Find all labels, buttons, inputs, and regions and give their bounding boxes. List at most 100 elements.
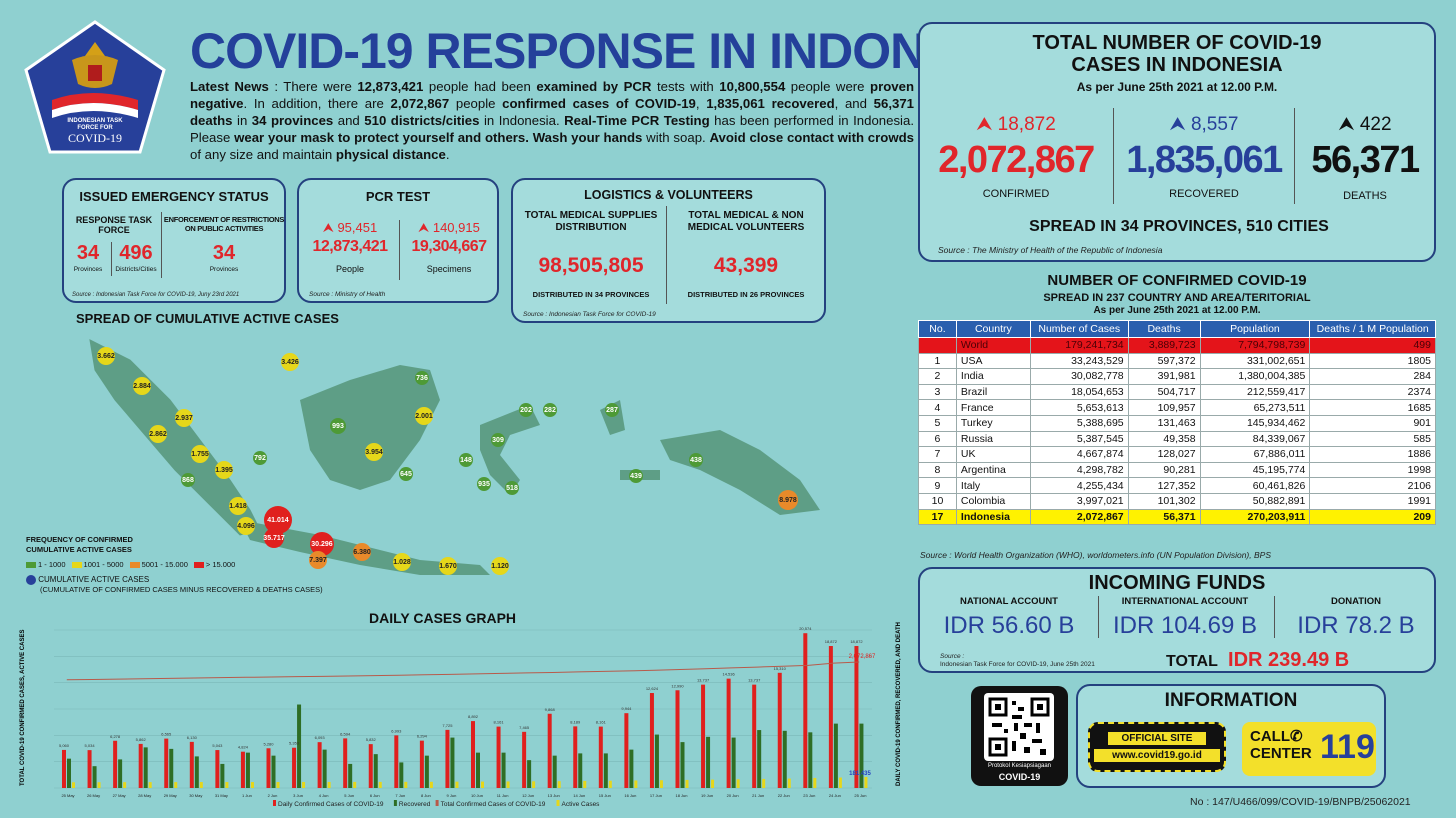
international-value: IDR 104.69 B: [1112, 612, 1258, 639]
x-tick-label: 14 Jun: [573, 793, 585, 798]
legend-swatch-icon: [129, 562, 140, 569]
map-case-marker: 8.978: [778, 490, 798, 510]
table-row: 17 Indonesia 2,072,867 56,371 270,203,911 209: [918, 508, 1436, 526]
confirmed-bar: [292, 747, 297, 788]
active-bar: [787, 778, 791, 788]
official-site-button[interactable]: OFFICIAL SITE www.covid19.go.id: [1088, 722, 1226, 772]
table-cell: Argentina: [955, 461, 1031, 479]
table-cell: 4,667,874: [1029, 446, 1129, 463]
table-cell: USA: [955, 352, 1031, 370]
volunteers-distribution: DISTRIBUTED IN 26 PROVINCES: [687, 290, 805, 299]
recovered-bar: [373, 754, 378, 788]
active-bar: [404, 781, 408, 788]
table-cell: 1: [918, 352, 957, 370]
confirmed-bar: [87, 750, 92, 788]
divider: [161, 212, 162, 278]
table-cell: 30,082,778: [1029, 368, 1129, 385]
map-case-marker: 1.670: [439, 557, 457, 575]
indonesia-map: 3.662 2.884 2.937 2.862 1.755 792 868 1.395 1.41…: [60, 330, 840, 580]
table-row: 5 Turkey 5,388,695 131,463 145,934,462 901: [918, 414, 1436, 432]
table-cell: 2106: [1309, 477, 1436, 494]
call-center-button[interactable]: CALL✆ CENTER 119: [1242, 722, 1376, 776]
table-row: 7 UK 4,667,874 128,027 67,886,011 1886: [918, 446, 1436, 463]
active-bar: [685, 779, 689, 788]
recovered-bar: [169, 748, 174, 788]
information-title: INFORMATION: [1164, 690, 1298, 711]
confirmed-bar: [726, 678, 731, 788]
table-cell: 5,387,545: [1029, 430, 1129, 448]
bar-data-label: 15,310: [774, 666, 787, 671]
latest-news: Latest News : There were 12,873,421 peop…: [190, 79, 914, 162]
table-cell: 127,352: [1127, 477, 1201, 494]
bar-data-label: 6,993: [391, 728, 402, 733]
recovered-bar: [67, 758, 71, 788]
recovered-bar: [527, 760, 532, 788]
bar-data-label: 6,093: [315, 735, 326, 740]
bar-data-label: 18,872: [825, 639, 838, 644]
table-cell: [918, 337, 957, 354]
table-cell: UK: [955, 446, 1031, 463]
active-bar: [148, 782, 152, 788]
bar-data-label: 9,868: [545, 707, 556, 712]
total-funds: TOTAL IDR 239.49 B: [1166, 649, 1350, 671]
confirmed-bar: [828, 646, 833, 788]
table-cell: 101,302: [1127, 492, 1201, 510]
recovered-bar: [833, 723, 838, 788]
x-tick-label: 28 May: [138, 793, 151, 798]
map-case-marker: 3.662: [97, 347, 115, 365]
active-bar: [813, 777, 817, 788]
table-cell: India: [955, 368, 1031, 385]
recovered-bar: [194, 756, 199, 788]
legend-item: > 15.000: [193, 560, 235, 569]
table-cell: 504,717: [1127, 383, 1201, 401]
x-tick-label: 17 Jun: [650, 793, 662, 798]
active-bar: [711, 779, 715, 788]
x-tick-label: 27 May: [113, 793, 126, 798]
confirmed-bar: [803, 633, 808, 788]
map-case-marker: 868: [181, 473, 195, 487]
funds-source: Source : Indonesian Task Force for COVID…: [940, 653, 1095, 668]
map-case-marker: 1.418: [229, 497, 247, 515]
map-case-marker: 935: [477, 477, 491, 491]
pcr-test-panel: PCR TEST ⮝ 95,451 12,873,421 People ⮝ 14…: [297, 178, 499, 303]
table-cell: 90,281: [1127, 461, 1201, 479]
table-cell: 4: [918, 399, 957, 416]
x-tick-label: 18 Jun: [675, 793, 687, 798]
bar-data-label: 6,594: [340, 731, 351, 736]
legend-item: 5001 - 15.000: [129, 560, 188, 569]
x-tick-label: 13 Jun: [548, 793, 560, 798]
x-tick-label: 30 May: [189, 793, 202, 798]
qr-label-2: COVID-19: [998, 772, 1041, 782]
table-cell: 499: [1309, 337, 1436, 354]
deaths-label: DEATHS: [1343, 190, 1387, 202]
table-cell: 7,794,798,739: [1199, 337, 1311, 354]
site-url-link[interactable]: www.covid19.go.id: [1094, 749, 1220, 762]
x-tick-label: 19 Jun: [701, 793, 713, 798]
bar-data-label: 7,465: [519, 725, 530, 730]
x-tick-label: 15 Jun: [599, 793, 611, 798]
table-row: 9 Italy 4,255,434 127,352 60,461,826 2106: [918, 477, 1436, 494]
recovered-increase: ⮝ 8,557: [1169, 114, 1239, 135]
legend-swatch-icon: [26, 562, 36, 569]
supplies-value: 98,505,805: [538, 254, 644, 277]
blue-dot-icon: [26, 575, 36, 585]
pcr-specimens-value: 19,304,667: [411, 238, 487, 255]
table-cell: 2,072,867: [1029, 508, 1129, 526]
table-cell: 145,934,462: [1199, 414, 1311, 432]
chart-legend-label: Daily Confirmed Cases of COVID-19: [278, 801, 384, 808]
map-title: SPREAD OF CUMULATIVE ACTIVE CASES: [76, 311, 339, 326]
recovered-bar: [629, 749, 634, 788]
legend-item: 1001 - 5000: [71, 560, 124, 569]
x-tick-label: 11 Jun: [497, 793, 509, 798]
x-tick-label: 31 May: [215, 793, 228, 798]
logo-text: INDONESIAN TASK FORCE FOR COVID-19: [67, 118, 123, 145]
qr-panel[interactable]: Protokol Kesiapsiagaan COVID-19: [971, 686, 1068, 786]
map-case-marker: 2.884: [133, 377, 151, 395]
active-total-label: 181,435: [849, 771, 871, 777]
confirmed-bar: [522, 731, 527, 788]
active-bar: [302, 781, 306, 788]
bar-data-label: 18,872: [850, 639, 863, 644]
total-confirmed-line: [66, 661, 860, 681]
map-case-marker: 518: [505, 481, 519, 495]
bar-data-label: 8,161: [596, 720, 607, 725]
